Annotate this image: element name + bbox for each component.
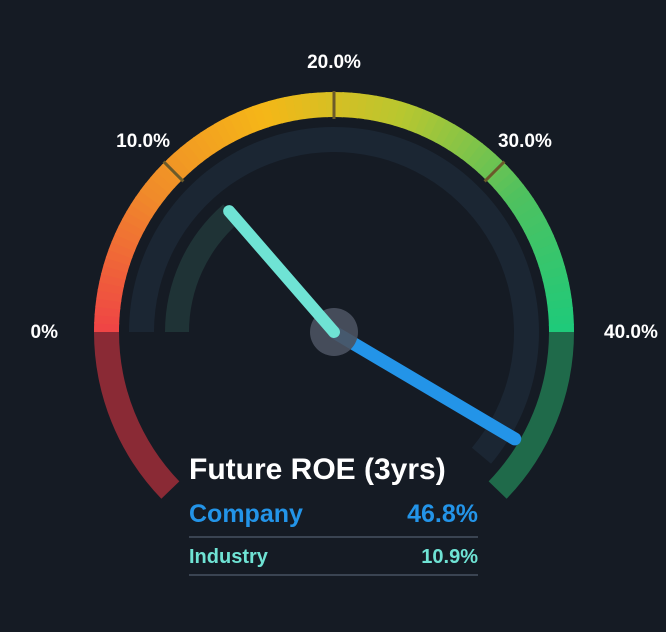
arc-below-min <box>94 332 180 499</box>
arc-gradient-segment <box>548 323 574 332</box>
arc-gradient-segment <box>434 120 456 147</box>
tick-label: 10.0% <box>116 131 170 152</box>
arc-gradient-segment <box>108 240 136 259</box>
arc-gradient-segment <box>447 128 470 155</box>
arc-gradient-segment <box>186 136 209 163</box>
arc-gradient-segment <box>547 306 574 319</box>
arc-gradient-segment <box>460 137 484 164</box>
arc-gradient-segment <box>334 92 345 118</box>
needle-company <box>327 325 522 446</box>
arc-gradient-segment <box>192 132 216 159</box>
arc-gradient-segment <box>527 226 554 246</box>
arc-gradient-segment <box>386 99 402 126</box>
arc-gradient-segment <box>538 257 566 275</box>
arc-gradient-segment <box>118 217 145 238</box>
arc-gradient-segment <box>206 123 228 150</box>
arc-gradient-segment <box>236 108 255 136</box>
arc-gradient-segment <box>371 95 386 123</box>
arc-gradient-segment <box>523 219 551 240</box>
arc-gradient-segment <box>472 148 496 174</box>
arc-gradient-segment <box>317 92 328 118</box>
tick-label: 30.0% <box>498 131 552 152</box>
arc-gradient-segment <box>179 141 203 168</box>
arc-gradient-segment <box>520 212 547 233</box>
arc-gradient-segment <box>548 315 574 326</box>
arc-gradient-segment <box>130 196 157 219</box>
arc-gradient-segment <box>454 133 477 159</box>
arc-gradient-segment <box>105 248 133 266</box>
arc-gradient-segment <box>407 106 426 134</box>
arc-above-max <box>488 332 574 499</box>
arc-gradient-segment <box>97 280 125 295</box>
tick-label: 20.0% <box>307 52 361 73</box>
arc-gradient-segment <box>498 177 525 201</box>
arc-gradient-segment <box>421 112 441 140</box>
arc-gradient-segment <box>536 249 563 267</box>
chart-title: Future ROE (3yrs) <box>189 453 446 486</box>
arc-gradient-segment <box>139 182 166 206</box>
arc-gradient-segment <box>111 232 139 252</box>
arc-gradient-segment <box>400 103 418 131</box>
legend: Future ROE (3yrs) Company 46.8% Industry… <box>189 452 478 576</box>
arc-gradient-segment <box>167 152 192 178</box>
arc-gradient-segment <box>507 190 534 214</box>
arc-gradient-segment <box>466 142 490 169</box>
arc-gradient-segment <box>488 165 514 190</box>
arc-gradient-segment <box>477 153 502 179</box>
arc-gradient-segment <box>441 124 463 151</box>
arc-gradient-segment <box>267 98 284 126</box>
arc-gradient-segment <box>99 272 126 288</box>
arc-gradient-segment <box>493 171 519 195</box>
arc-gradient-segment <box>114 225 142 245</box>
arc-gradient-segment <box>516 204 543 226</box>
arc-gradient-segment <box>94 321 120 332</box>
arc-gradient-segment <box>533 242 561 260</box>
arc-gradient-segment <box>512 197 539 220</box>
arc-gradient-segment <box>503 184 530 207</box>
tick-mark <box>483 160 506 183</box>
arc-gradient-segment <box>228 112 248 139</box>
tick-label: 0% <box>31 322 59 343</box>
arc-gradient-segment <box>378 97 394 124</box>
needle-industry <box>223 205 340 338</box>
arc-industry-level <box>165 204 239 332</box>
legend-row-company: Company 46.8% <box>189 492 478 538</box>
arc-gradient-segment <box>135 189 161 212</box>
arc-gradient-segment <box>221 115 242 143</box>
gauge-needles <box>223 205 522 446</box>
arc-gradient-segment <box>530 234 558 253</box>
arc-gradient-segment <box>150 170 176 194</box>
arc-gradient-segment <box>122 210 149 232</box>
arc-gradient-segment <box>155 164 181 189</box>
arc-gradient-segment <box>540 265 568 282</box>
arc-gradient-segment <box>173 147 197 173</box>
arc-gradient-segment <box>308 92 321 119</box>
arc-gradient-segment <box>244 105 262 133</box>
legend-row-industry: Industry 10.9% <box>189 540 478 576</box>
arc-gradient-segment <box>393 101 410 128</box>
arc-gradient-segment <box>214 119 235 146</box>
legend-value-industry: 10.9% <box>421 545 478 568</box>
legend-value-company: 46.8% <box>407 499 478 528</box>
gauge-ticks: 0% 10.0% 20.0% 30.0% 40.0% <box>31 52 658 343</box>
tick-label: 40.0% <box>604 322 658 343</box>
arc-gradient-segment <box>126 203 153 225</box>
legend-label-industry: Industry <box>189 545 268 568</box>
arc-gradient-segment <box>414 109 434 137</box>
arc-gradient-segment <box>259 100 277 128</box>
arc-gradient-segment <box>103 256 130 273</box>
arc-gradient-segment <box>428 116 449 143</box>
arc-gradient-segment <box>144 176 171 200</box>
tick-mark <box>162 160 185 183</box>
arc-gradient-segment <box>101 264 128 280</box>
arc-gradient-segment <box>199 127 222 154</box>
legend-label-company: Company <box>189 499 303 528</box>
arc-gradient-segment <box>251 103 269 130</box>
